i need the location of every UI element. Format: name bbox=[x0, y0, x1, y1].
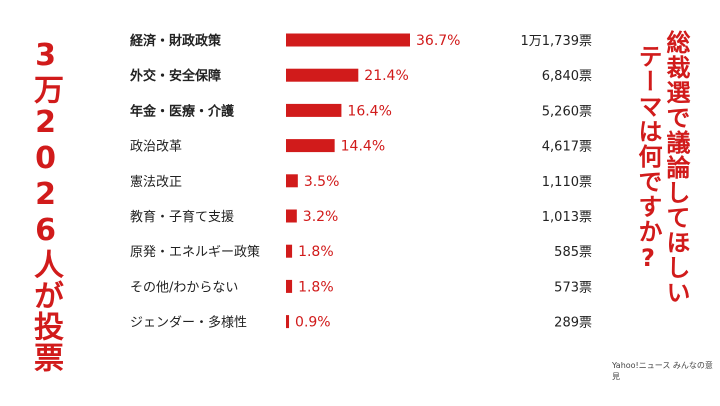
bar bbox=[286, 244, 293, 258]
left-title: 3万2026人が投票 bbox=[28, 38, 63, 373]
bar bbox=[286, 103, 342, 117]
category-label: 年金・医療・介護 bbox=[130, 103, 235, 119]
chart-card bbox=[18, 6, 702, 398]
percent-label: 16.4% bbox=[347, 103, 391, 119]
category-label: 教育・子育て支援 bbox=[130, 209, 234, 225]
percent-label: 21.4% bbox=[364, 68, 408, 84]
percent-label: 0.9% bbox=[295, 315, 331, 331]
bar bbox=[286, 33, 410, 47]
vote-count-label: 289票 bbox=[554, 316, 592, 331]
vote-count-label: 1,110票 bbox=[542, 175, 592, 190]
vote-count-label: 573票 bbox=[554, 280, 592, 295]
percent-label: 14.4% bbox=[341, 139, 385, 155]
right-title-line2: テーマは何ですか? bbox=[634, 44, 662, 273]
category-label: 原発・エネルギー政策 bbox=[130, 244, 260, 260]
source-credit: Yahoo!ニュース みんなの意見 bbox=[612, 361, 713, 381]
vote-count-label: 1,013票 bbox=[542, 210, 592, 225]
right-title-line1: 総裁選で議論してほしい bbox=[662, 30, 690, 305]
category-label: 憲法改正 bbox=[130, 174, 182, 190]
bar bbox=[286, 139, 335, 153]
bar bbox=[286, 68, 359, 82]
category-label: 外交・安全保障 bbox=[129, 68, 221, 84]
percent-label: 3.5% bbox=[304, 174, 340, 190]
category-label: その他/わからない bbox=[130, 280, 238, 295]
vote-count-label: 5,260票 bbox=[542, 104, 592, 119]
bar bbox=[286, 279, 293, 293]
bar bbox=[286, 174, 298, 188]
bar bbox=[286, 315, 290, 329]
bar bbox=[286, 209, 297, 223]
category-label: 経済・財政政策 bbox=[130, 33, 222, 49]
percent-label: 1.8% bbox=[298, 244, 334, 260]
vote-count-label: 1万1,739票 bbox=[521, 34, 593, 49]
category-label: 政治改革 bbox=[130, 140, 182, 155]
category-label: ジェンダー・多様性 bbox=[130, 315, 247, 331]
percent-label: 3.2% bbox=[303, 209, 339, 225]
vote-count-label: 585票 bbox=[554, 245, 592, 260]
vote-count-label: 4,617票 bbox=[542, 140, 592, 155]
percent-label: 1.8% bbox=[298, 279, 334, 295]
percent-label: 36.7% bbox=[416, 33, 460, 49]
vote-count-label: 6,840票 bbox=[542, 69, 592, 84]
